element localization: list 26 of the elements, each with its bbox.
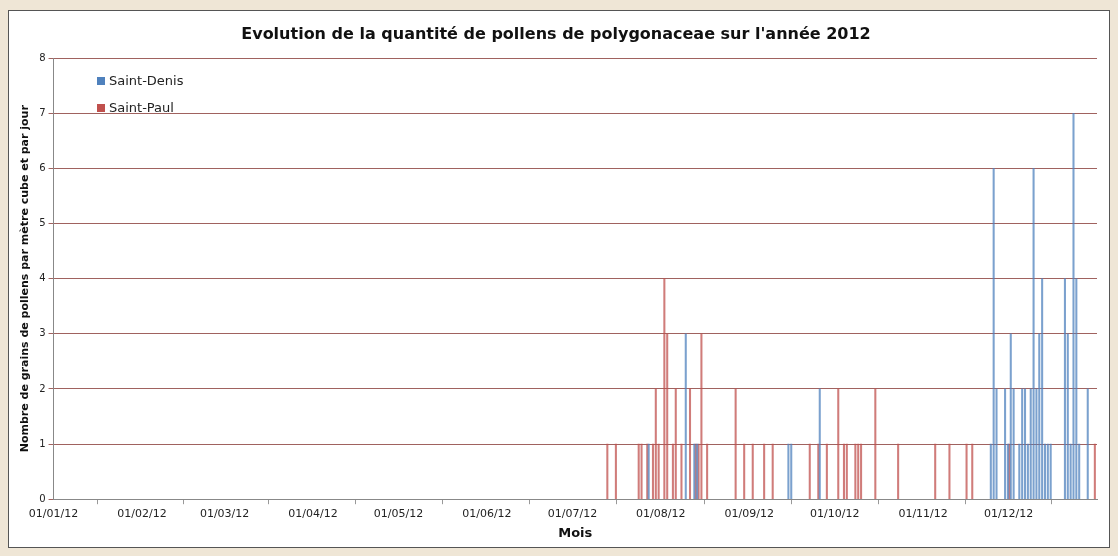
x-tick-label: 01/01/12	[28, 506, 79, 520]
x-tick-label: 01/04/12	[288, 506, 338, 520]
x-tick-label: 01/09/12	[724, 506, 774, 520]
y-tick-label: 2	[39, 382, 46, 394]
x-tick-label: 01/10/12	[810, 506, 860, 520]
x-tick-label: 01/08/12	[636, 506, 686, 520]
y-tick-label: 5	[39, 217, 46, 229]
x-tick-label: 01/06/12	[462, 506, 512, 520]
x-tick-label: 01/07/12	[547, 506, 598, 520]
x-tick-label: 01/02/12	[117, 506, 167, 520]
x-tick-label: 01/11/12	[898, 506, 948, 520]
y-tick-label: 3	[39, 327, 46, 339]
y-tick-label: 8	[39, 51, 46, 63]
y-tick-label: 1	[39, 437, 46, 449]
y-axis-title: Nombre de grains de pollens par mètre cube et par jour	[18, 104, 32, 453]
legend-label: Saint-Denis	[109, 73, 184, 88]
chart-title: Evolution de la quantité de pollens de polygonaceae sur l'année 2012	[241, 23, 871, 43]
y-tick-label: 6	[39, 162, 46, 174]
x-tick-label: 01/12/12	[983, 506, 1034, 520]
y-tick-label: 4	[39, 272, 46, 284]
x-axis-title: Mois	[558, 524, 593, 540]
x-tick-label: 01/03/12	[199, 506, 250, 520]
y-tick-label: 0	[39, 492, 46, 504]
x-tick-label: 01/05/12	[373, 506, 424, 520]
y-tick-label: 7	[39, 106, 46, 118]
legend-label: Saint-Paul	[109, 100, 174, 115]
